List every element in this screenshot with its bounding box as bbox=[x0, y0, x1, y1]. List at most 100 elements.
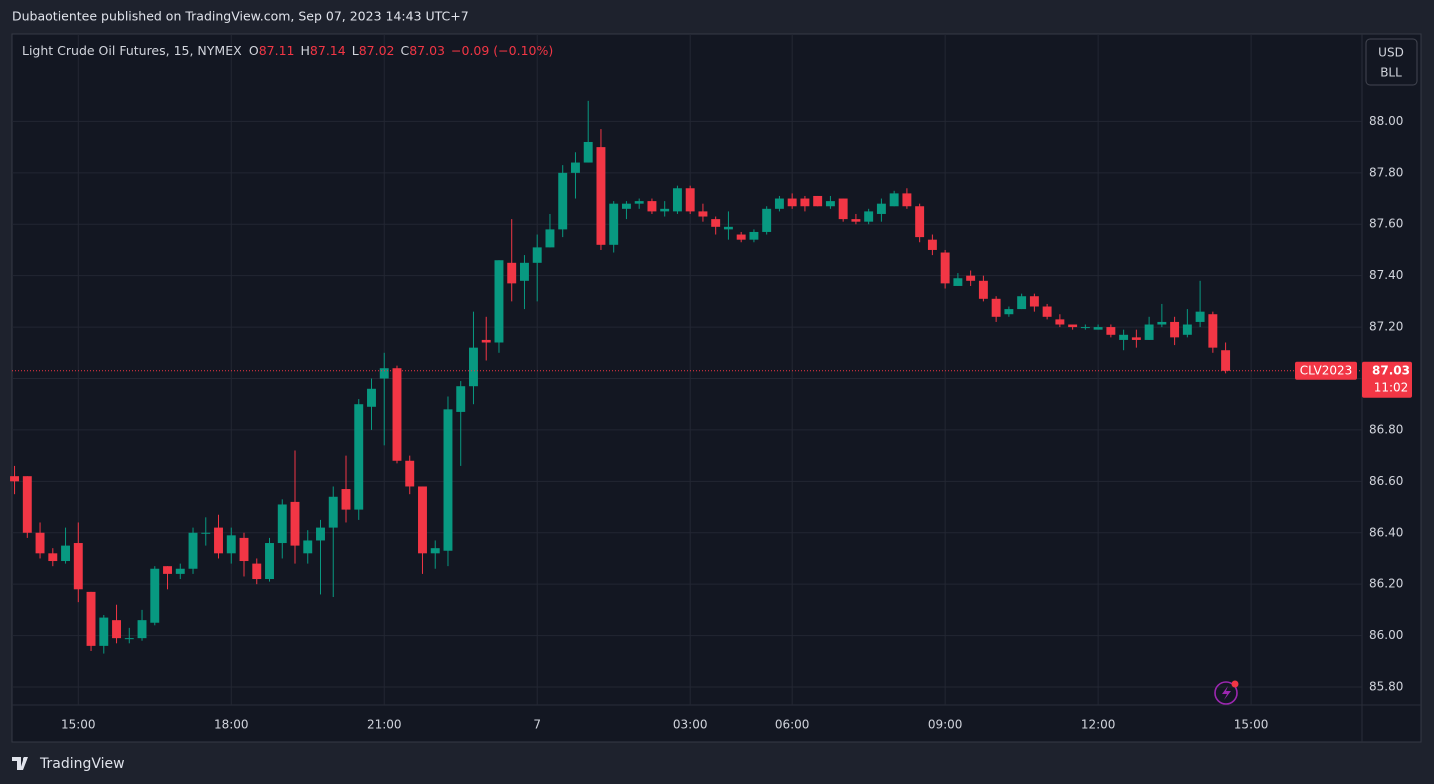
currency-box[interactable] bbox=[1365, 38, 1418, 86]
unit[interactable]: BLL bbox=[1380, 66, 1402, 80]
x-tick-label: 06:00 bbox=[775, 718, 810, 732]
symbol-label: CLV2023 bbox=[1300, 363, 1353, 377]
candle-body bbox=[915, 206, 925, 238]
legend-close: 87.03 bbox=[409, 43, 445, 58]
candle-body bbox=[1182, 324, 1192, 335]
candle-body bbox=[150, 568, 160, 623]
currency[interactable]: USD bbox=[1378, 46, 1404, 60]
candle-body bbox=[583, 141, 593, 163]
legend-low: 87.02 bbox=[359, 43, 395, 58]
y-tick-label: 86.40 bbox=[1369, 525, 1403, 539]
publisher: Dubaotientee published on TradingView.co… bbox=[12, 9, 469, 24]
tv-logo bbox=[12, 757, 28, 770]
candle-body bbox=[570, 162, 580, 173]
brand: TradingView bbox=[39, 756, 125, 772]
y-tick-label: 87.60 bbox=[1369, 217, 1403, 231]
candle-body bbox=[1144, 324, 1154, 340]
candle-body bbox=[328, 496, 338, 528]
candle-body bbox=[647, 201, 657, 212]
candle-body bbox=[723, 226, 733, 230]
legend-low-label: L bbox=[352, 43, 359, 58]
candle-body bbox=[175, 568, 185, 574]
candle-body bbox=[163, 566, 172, 574]
candle-body bbox=[392, 368, 402, 461]
candle-body bbox=[1221, 350, 1231, 371]
candle-body bbox=[621, 203, 631, 209]
candle-body bbox=[787, 198, 797, 207]
candle-body bbox=[201, 532, 211, 534]
candle-body bbox=[851, 219, 861, 222]
candle-body bbox=[188, 532, 198, 569]
candle-body bbox=[214, 527, 223, 554]
candle-body bbox=[1017, 296, 1027, 310]
price-tag bbox=[1362, 361, 1412, 398]
x-tick-label: 18:00 bbox=[214, 718, 249, 732]
candle-body bbox=[736, 234, 746, 240]
y-tick-label: 86.00 bbox=[1369, 628, 1403, 642]
x-tick-label: 15:00 bbox=[61, 718, 96, 732]
candle-body bbox=[239, 537, 249, 562]
alert-ring[interactable] bbox=[1214, 681, 1238, 705]
candle-body bbox=[889, 193, 899, 207]
candle-body bbox=[1093, 327, 1103, 330]
alert-icon[interactable] bbox=[1214, 680, 1239, 705]
candle-body bbox=[825, 201, 835, 207]
candle-body bbox=[124, 638, 134, 640]
candle-body bbox=[418, 486, 427, 554]
last-price-label: 87.03 bbox=[1372, 363, 1410, 377]
candle-body bbox=[290, 501, 300, 546]
candle-body bbox=[469, 347, 478, 387]
candle-body bbox=[507, 262, 517, 284]
alert-bolt[interactable] bbox=[1222, 686, 1231, 700]
candle-body bbox=[379, 368, 389, 379]
candle-body bbox=[481, 339, 491, 343]
candles bbox=[10, 100, 1231, 654]
candle-body bbox=[774, 198, 784, 209]
candle-body bbox=[112, 620, 121, 639]
candle-body bbox=[1004, 309, 1014, 315]
legend-open-label: O bbox=[249, 43, 259, 58]
y-tick-label: 88.00 bbox=[1369, 114, 1403, 128]
x-tick-label: 03:00 bbox=[673, 718, 708, 732]
x-tick-label: 7 bbox=[533, 718, 541, 732]
candle-body bbox=[953, 278, 963, 286]
candle-body bbox=[137, 620, 147, 639]
candle-body bbox=[1068, 324, 1078, 328]
y-tick-label: 86.60 bbox=[1369, 474, 1403, 488]
candle-body bbox=[749, 231, 759, 240]
candle-body bbox=[61, 545, 71, 562]
chart-area bbox=[11, 33, 1422, 743]
y-tick-label: 87.80 bbox=[1369, 165, 1403, 179]
candle-body bbox=[800, 198, 810, 207]
candle-body bbox=[494, 260, 504, 343]
candle-body bbox=[1042, 306, 1052, 317]
candle-body bbox=[596, 147, 606, 245]
candle-body bbox=[545, 229, 555, 248]
y-tick-label: 86.80 bbox=[1369, 422, 1403, 436]
candle-body bbox=[813, 195, 823, 207]
candle-body bbox=[456, 386, 466, 412]
candle-body bbox=[1208, 314, 1218, 348]
candle-body bbox=[634, 201, 644, 204]
candle-body bbox=[443, 409, 453, 551]
alert-dot[interactable] bbox=[1231, 680, 1239, 688]
candle-body bbox=[711, 219, 721, 227]
candle-body bbox=[532, 247, 542, 263]
candle-body bbox=[1157, 321, 1167, 325]
y-tick-label: 87.20 bbox=[1369, 320, 1403, 334]
candle-body bbox=[1029, 296, 1039, 307]
candle-body bbox=[1080, 327, 1090, 329]
candle-body bbox=[864, 211, 874, 222]
x-tick-label: 21:00 bbox=[367, 718, 402, 732]
candle-body bbox=[10, 476, 20, 482]
candle-body bbox=[1170, 321, 1180, 338]
candle-body bbox=[354, 404, 364, 510]
legend-symbol: Light Crude Oil Futures, 15, NYMEX bbox=[22, 43, 242, 58]
candle-body bbox=[698, 211, 708, 217]
candle-body bbox=[430, 548, 440, 554]
legend-open: 87.11 bbox=[259, 43, 295, 58]
candle-body bbox=[265, 543, 274, 580]
candle-body bbox=[558, 172, 568, 230]
candle-body bbox=[226, 535, 236, 554]
